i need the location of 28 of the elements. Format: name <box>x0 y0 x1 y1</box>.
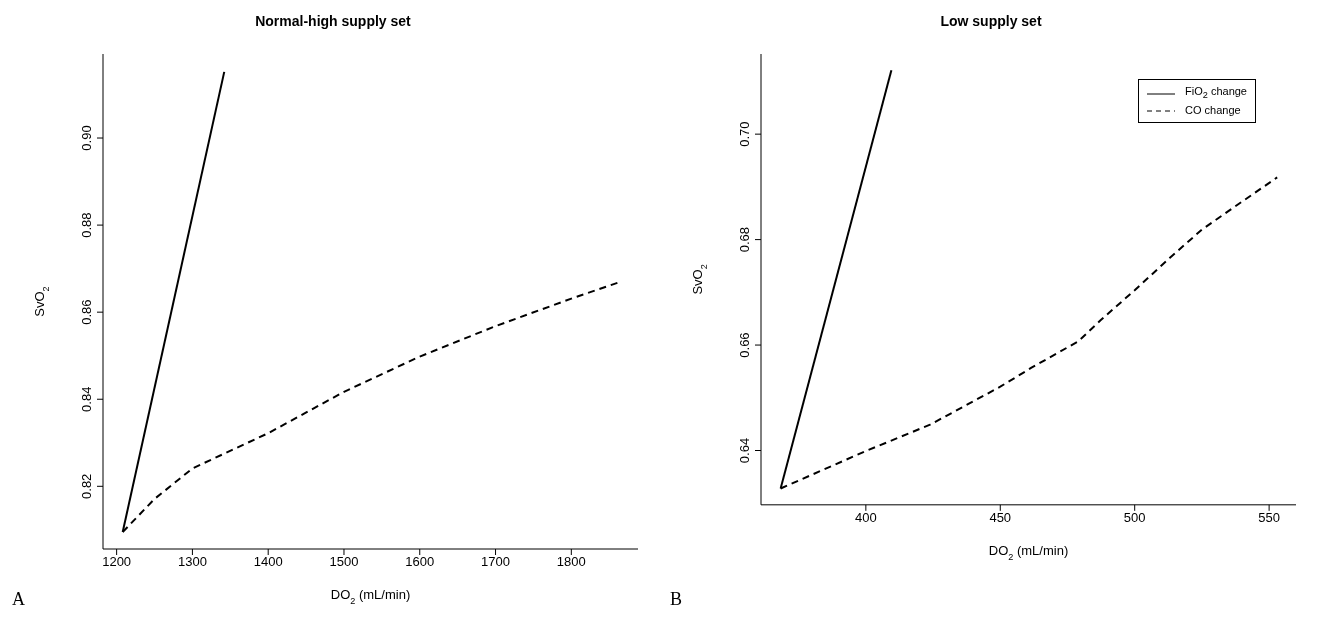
y-tick-label: 0.82 <box>79 473 94 499</box>
y-tick-label: 0.84 <box>79 386 94 412</box>
x-tick-label: 500 <box>1123 510 1146 526</box>
x-tick-label: 1300 <box>177 554 207 570</box>
legend-label: CO change <box>1185 103 1241 119</box>
y-tick-label: 0.90 <box>79 125 94 151</box>
x-tick-label: 550 <box>1258 510 1280 526</box>
y-tick-label: 0.86 <box>79 299 94 325</box>
x-tick-label: 400 <box>855 510 877 526</box>
y-tick-label: 0.68 <box>737 226 752 253</box>
x-tick-label: 1500 <box>329 554 359 570</box>
chart-title: Low supply set <box>939 12 1043 31</box>
legend-label: FiO$_{2}$ change <box>1185 84 1247 103</box>
x-tick-label: 450 <box>989 510 1012 526</box>
x-axis-title: DO$_{2}$ (mL/min) <box>988 542 1069 562</box>
x-axis-title: DO$_{2}$ (mL/min) <box>330 587 411 606</box>
x-tick-label: 1700 <box>481 554 510 570</box>
y-tick-label: 0.70 <box>737 121 752 147</box>
y-tick-label: 0.64 <box>737 437 752 464</box>
x-tick-label: 1400 <box>253 554 283 570</box>
y-tick-label: 0.88 <box>79 212 94 238</box>
x-tick-label: 1200 <box>102 554 132 570</box>
x-tick-label: 1800 <box>556 554 586 570</box>
text: A <box>12 589 25 610</box>
text: B <box>670 589 683 610</box>
chart-title: Normal-high supply set <box>254 12 412 31</box>
y-tick-label: 0.66 <box>737 332 752 358</box>
x-tick-label: 1600 <box>405 554 435 570</box>
